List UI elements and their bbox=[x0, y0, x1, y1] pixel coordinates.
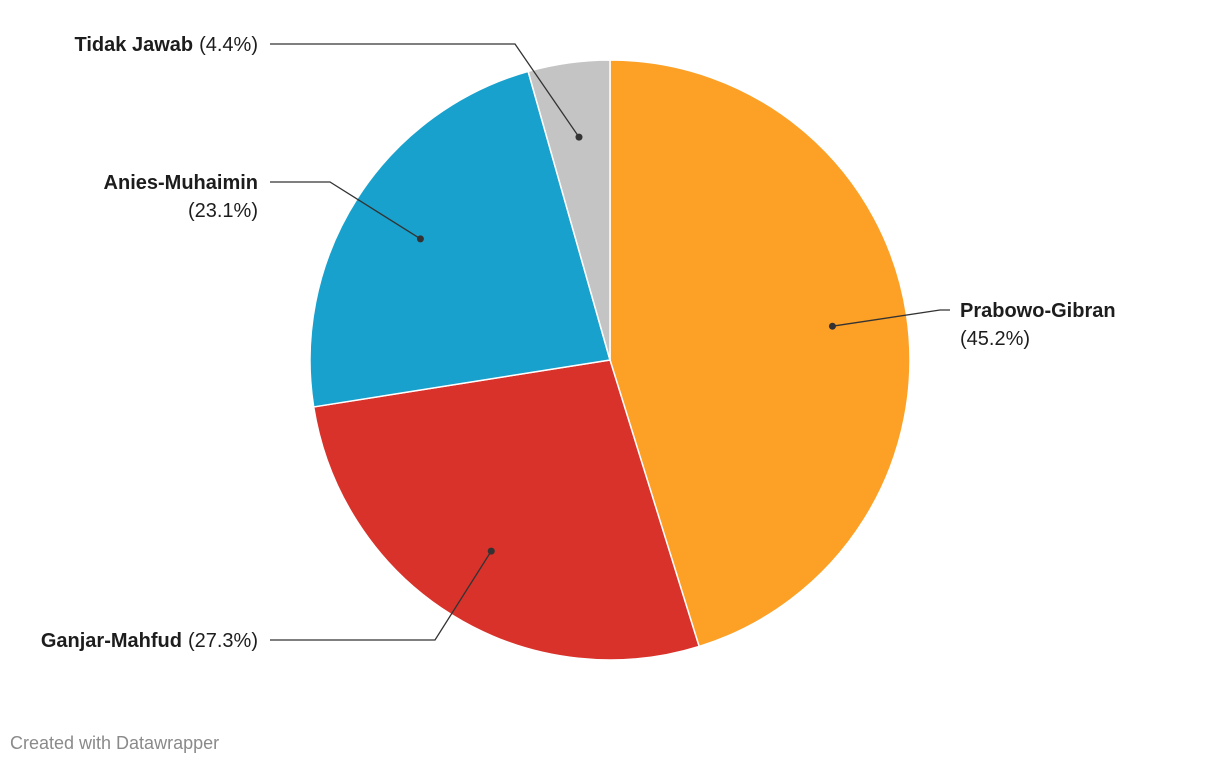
label-name: Anies-Muhaimin bbox=[104, 172, 258, 194]
slice-label: Tidak Jawab (4.4%) bbox=[75, 34, 258, 56]
label-value: (27.3%) bbox=[188, 630, 258, 652]
leader-dot bbox=[575, 133, 583, 141]
leader-line bbox=[270, 550, 492, 641]
leader-dot bbox=[828, 322, 836, 330]
leader-line bbox=[270, 181, 421, 240]
label-value: (23.1%) bbox=[188, 200, 258, 222]
slice-label: Anies-Muhaimin (23.1%) bbox=[104, 172, 258, 222]
credit: Created with Datawrapper bbox=[10, 733, 219, 753]
leader-line bbox=[270, 43, 580, 138]
pie-slice bbox=[527, 59, 611, 361]
label-name: Prabowo-Gibran bbox=[960, 300, 1116, 322]
label-name: Ganjar-Mahfud bbox=[41, 630, 182, 652]
leader-dot bbox=[487, 547, 495, 555]
leader-line bbox=[832, 309, 950, 327]
leader-dot bbox=[416, 235, 424, 243]
label-value: (4.4%) bbox=[199, 34, 258, 56]
label-value: (45.2%) bbox=[960, 328, 1030, 350]
slice-label: Ganjar-Mahfud (27.3%) bbox=[41, 630, 258, 652]
label-name: Tidak Jawab bbox=[75, 34, 194, 56]
slice-label: Prabowo-Gibran (45.2%) bbox=[960, 300, 1116, 350]
